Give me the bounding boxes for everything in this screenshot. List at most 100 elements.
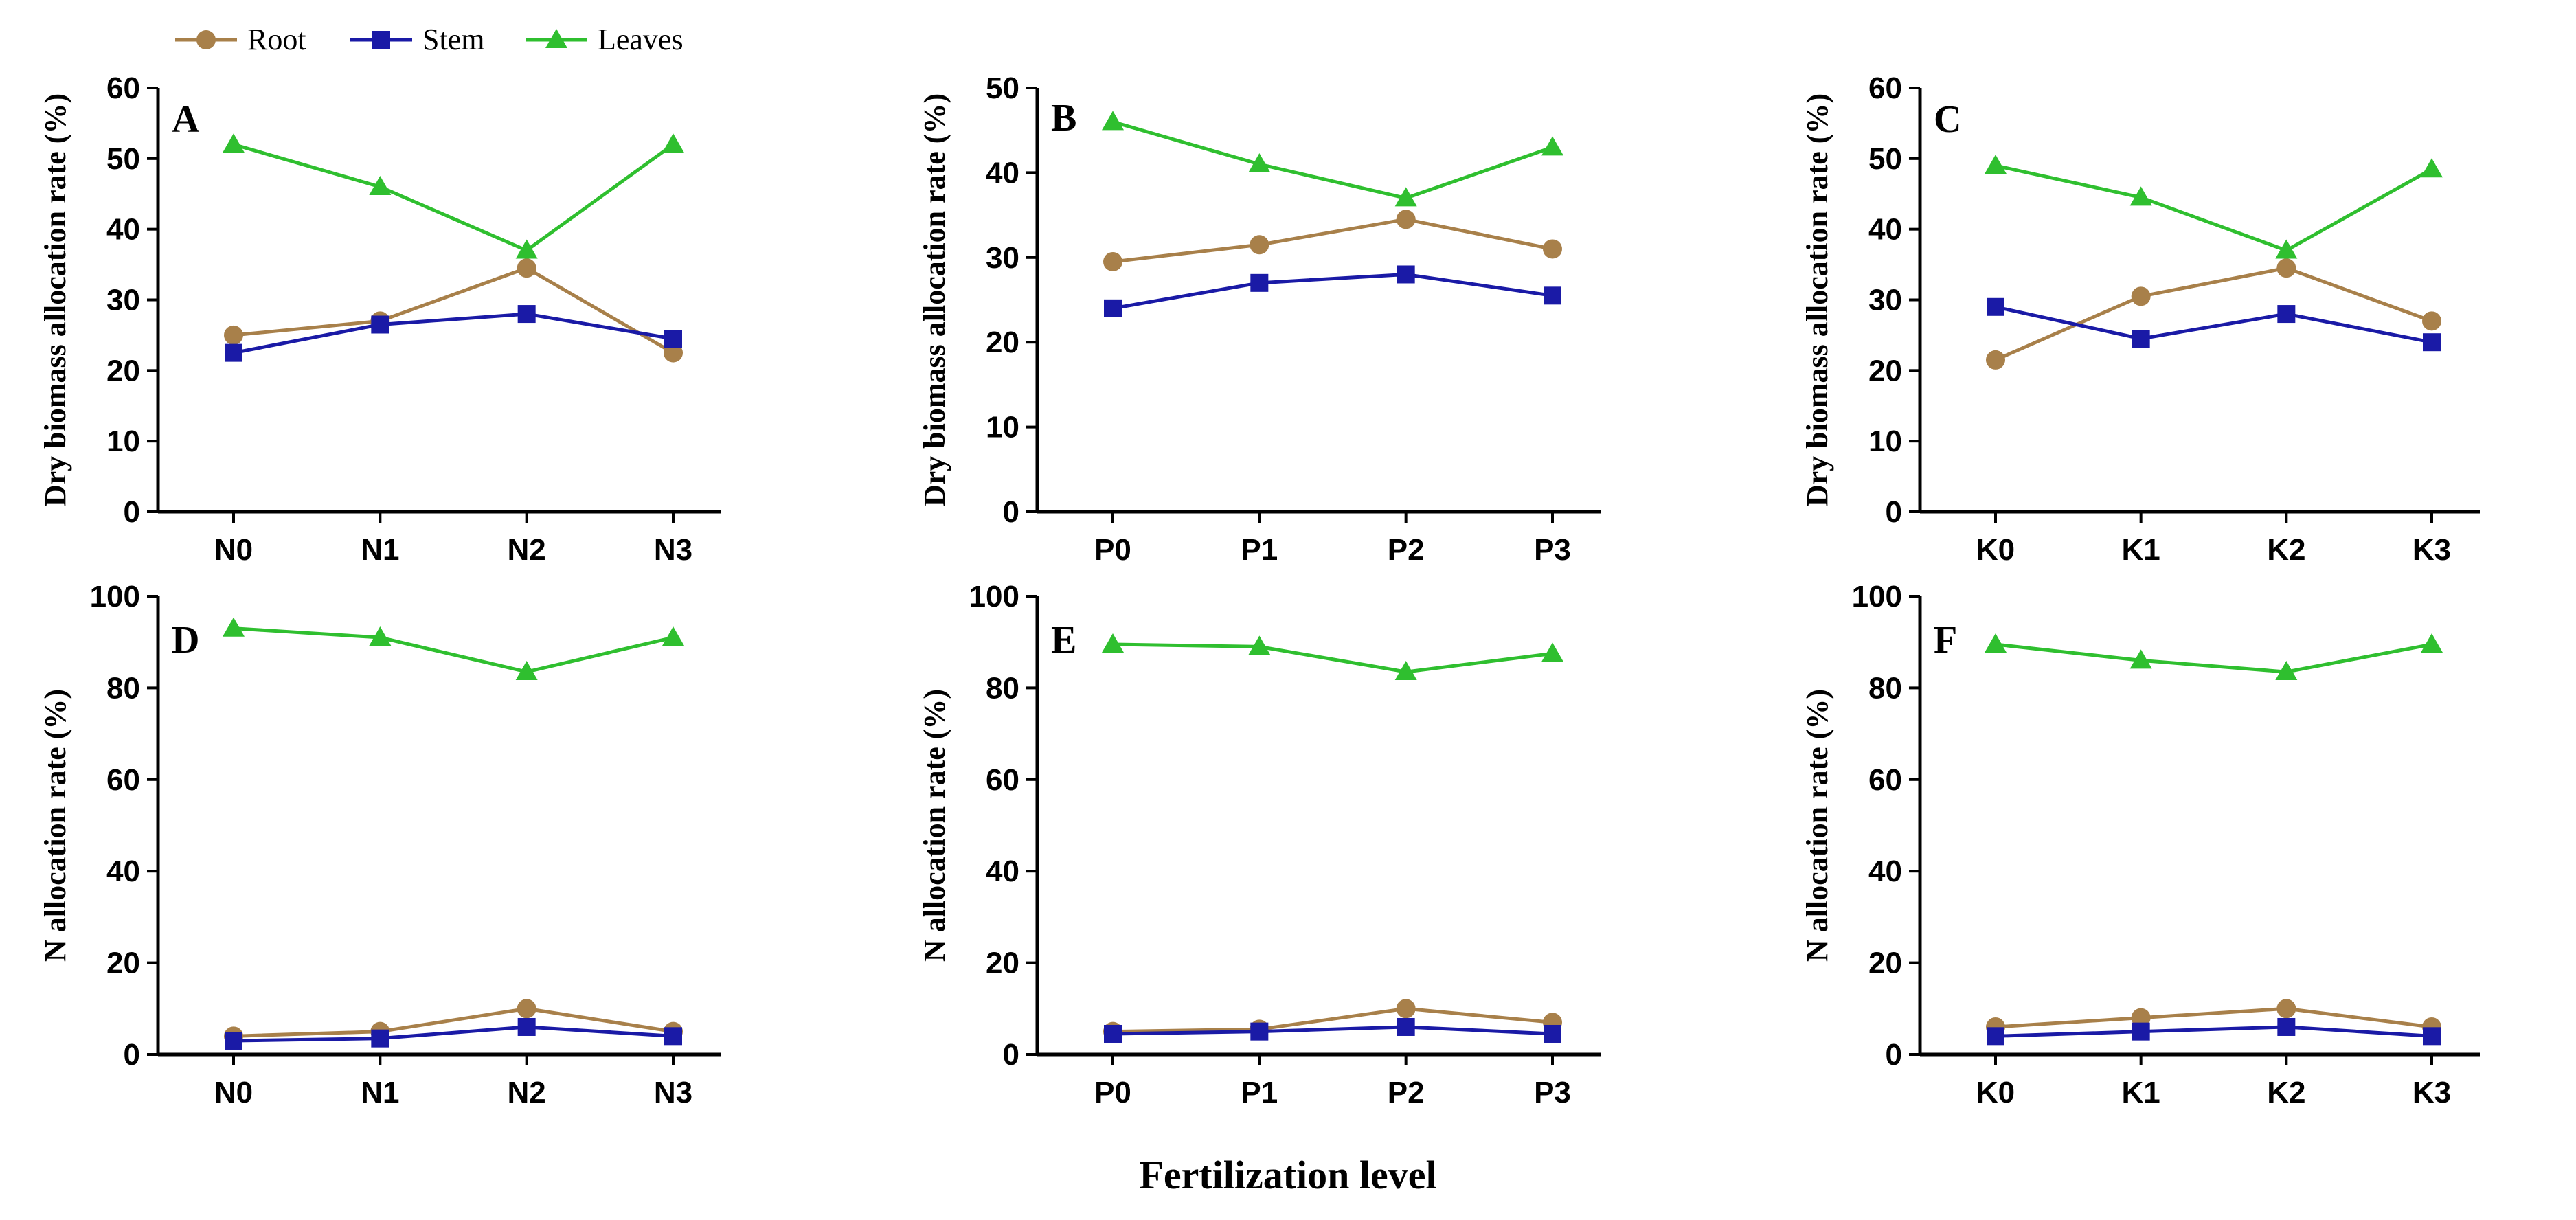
panel-f-xtick-label-3: K3 (2413, 1076, 2451, 1109)
panel-f-ylabel: N allocation rate (%) (1800, 689, 1834, 962)
panel-e-xtick-label-2: P2 (1388, 1076, 1425, 1109)
panel-b-stem-point-0 (1104, 299, 1122, 317)
panel-e-leaves-point-1 (1248, 635, 1271, 655)
panel-b-leaves-point-0 (1102, 111, 1124, 131)
panel-e-ytick-label-20: 20 (986, 947, 1019, 980)
panel-f-leaves-point-2 (2275, 661, 2298, 681)
panel-b-leaves-point-2 (1394, 187, 1417, 207)
panel-e-leaves-point-2 (1394, 661, 1417, 681)
panel-b-ylabel: Dry biomass allocation rate (%) (918, 93, 951, 506)
panel-b-root-point-1 (1250, 235, 1269, 255)
panel-e-stem-point-3 (1544, 1024, 1561, 1043)
panel-d-xtick-label-1: N1 (361, 1076, 399, 1109)
panel-d-ytick-label-100: 100 (90, 580, 140, 613)
legend-stem-marker (372, 31, 390, 49)
panel-e-xtick-label-3: P3 (1534, 1076, 1571, 1109)
panel-f-ytick-label-100: 100 (1852, 580, 1902, 613)
panel-b-root-point-2 (1396, 210, 1416, 229)
panel-d-leaves-line (233, 626, 674, 674)
panel-e-stem-point-0 (1104, 1024, 1122, 1043)
panel-f-root-point-1 (2131, 1008, 2151, 1028)
panel-c-xtick-label-0: K0 (1976, 533, 2015, 567)
panel-d-stem-point-3 (664, 1027, 682, 1046)
panel-d-stem-point-0 (225, 1031, 242, 1050)
legend-root-label: Root (247, 23, 306, 56)
panel-c-stem-point-1 (2132, 330, 2150, 348)
panel-c-ylabel: Dry biomass allocation rate (%) (1800, 93, 1834, 506)
panel-d-leaves-point-2 (515, 661, 538, 681)
panel-a-ytick-label-30: 30 (106, 284, 140, 317)
panel-f-ytick-label-0: 0 (1886, 1038, 1902, 1072)
panel-d-leaves-point-3 (662, 626, 684, 646)
panel-f-xtick-label-1: K1 (2122, 1076, 2160, 1109)
legend-leaves-marker (545, 29, 567, 48)
panel-e-leaves-line (1112, 642, 1553, 674)
panel-e-ytick-label-40: 40 (986, 855, 1019, 888)
panel-f-leaves-point-3 (2421, 633, 2443, 653)
panel-e-ytick-label-60: 60 (986, 763, 1019, 797)
panel-d-stem-line (233, 1025, 674, 1043)
panel-d-ytick-label-80: 80 (106, 671, 140, 705)
panel-a-ytick-label-10: 10 (106, 425, 140, 458)
panel-e-stem-point-1 (1250, 1022, 1269, 1041)
panel-b-ytick-label-30: 30 (986, 241, 1019, 275)
panel-a-leaves-point-0 (223, 133, 245, 153)
panel-f-xtick-label-0: K0 (1976, 1076, 2015, 1109)
panel-a-xtick-label-0: N0 (214, 533, 253, 567)
panel-e-ytick-label-0: 0 (1003, 1038, 1019, 1072)
panel-c-xtick-label-2: K2 (2267, 533, 2305, 567)
panel-f-xtick-label-2: K2 (2267, 1076, 2305, 1109)
panel-f-stem-point-0 (1987, 1027, 2004, 1046)
panel-b-root-point-0 (1103, 251, 1122, 271)
panel-e-ylabel: N allocation rate (%) (918, 689, 951, 962)
panel-f-ytick-label-20: 20 (1868, 947, 1902, 980)
panel-a-ytick-label-40: 40 (106, 213, 140, 247)
panel-b-ytick-label-50: 50 (986, 71, 1019, 105)
panel-d-xtick-label-0: N0 (214, 1076, 253, 1109)
panel-a-ytick-label-50: 50 (106, 142, 140, 176)
panel-d-xtick-label-2: N2 (508, 1076, 546, 1109)
panel-c-root-point-1 (2131, 286, 2151, 306)
panel-c-root-line (1994, 266, 2432, 362)
legend-root-marker (196, 30, 216, 49)
panel-d-stem-point-1 (371, 1029, 389, 1048)
panel-a-root-point-0 (224, 325, 243, 345)
panel-d-stem-point-2 (517, 1017, 536, 1036)
panel-a-stem-point-2 (517, 305, 536, 324)
panel-b-stem-point-1 (1250, 273, 1269, 292)
panel-f-stem-point-3 (2423, 1027, 2441, 1046)
panel-a-root-point-3 (664, 343, 683, 363)
panel-f-leaves-point-1 (2129, 649, 2152, 669)
panel-a-leaves-point-2 (515, 239, 538, 259)
panel-b-leaves-point-3 (1541, 136, 1563, 156)
panel-a-ytick-label-0: 0 (124, 495, 140, 529)
panel-e-ytick-label-80: 80 (986, 671, 1019, 705)
panel-d-leaves-point-0 (223, 617, 245, 637)
panel-a-ylabel: Dry biomass allocation rate (%) (38, 93, 72, 506)
panel-c-stem-point-3 (2423, 333, 2441, 352)
panel-f-stem-point-2 (2277, 1017, 2296, 1036)
panel-f-ytick-label-60: 60 (1868, 763, 1902, 797)
panel-a-ytick-label-20: 20 (106, 354, 140, 387)
panel-f-letter: F (1934, 619, 1957, 662)
panel-f-ytick-label-80: 80 (1868, 671, 1902, 705)
panel-d-ytick-label-40: 40 (106, 855, 140, 888)
panel-b-stem-point-2 (1397, 265, 1415, 284)
panel-d-root-point-2 (517, 999, 536, 1019)
panel-a-leaves-point-1 (369, 175, 392, 195)
panel-e-leaves-point-0 (1102, 633, 1124, 653)
panel-a-xtick-label-1: N1 (361, 533, 399, 567)
panel-c-ytick-label-60: 60 (1868, 71, 1902, 105)
panel-c-ytick-label-50: 50 (1868, 142, 1902, 176)
panel-b-xtick-label-0: P0 (1094, 533, 1131, 567)
panel-b-xtick-label-2: P2 (1388, 533, 1425, 567)
panel-c-root-point-3 (2422, 311, 2441, 331)
panel-b-leaves-point-1 (1248, 153, 1271, 173)
panel-a-xtick-label-2: N2 (508, 533, 546, 567)
panel-c-ytick-label-40: 40 (1868, 213, 1902, 247)
panel-e-ytick-label-100: 100 (969, 580, 1019, 613)
x-axis-main-label: Fertilization level (1139, 1153, 1436, 1197)
panel-e-letter: E (1051, 619, 1076, 662)
panel-c-leaves-point-1 (2129, 186, 2152, 206)
panel-c-xtick-label-1: K1 (2122, 533, 2160, 567)
